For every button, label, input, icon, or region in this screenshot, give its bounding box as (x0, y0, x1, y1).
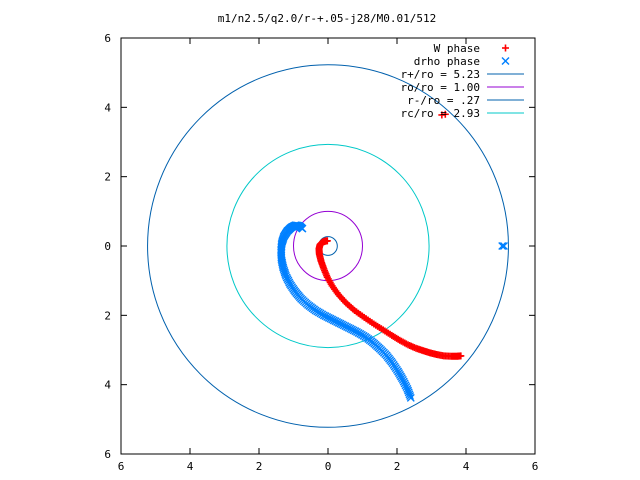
x-tick-label: 4 (187, 460, 194, 473)
x-tick-label: 6 (532, 460, 539, 473)
x-tick-label: 4 (463, 460, 470, 473)
legend-label: rc/ro = 2.93 (401, 107, 480, 120)
data-point (362, 315, 378, 328)
legend-label: ro/ro = 1.00 (401, 81, 480, 94)
data-point (381, 327, 396, 339)
y-tick-label: 4 (104, 101, 111, 114)
x-tick-label: 0 (325, 460, 332, 473)
legend-label: r-/ro = .27 (407, 94, 480, 107)
data-point (498, 242, 507, 250)
data-point (354, 328, 370, 341)
circle-r+ro (147, 64, 509, 428)
circle-rcro (226, 143, 430, 349)
data-point (323, 237, 331, 245)
y-tick-label: 6 (104, 32, 111, 45)
x-tick-label: 2 (394, 460, 401, 473)
data-point (441, 352, 456, 360)
legend-entry: drho phase (414, 55, 510, 68)
data-point (277, 233, 288, 248)
data-point (298, 224, 307, 233)
chart-title: m1/n2.5/q2.0/r-+.05-j28/M0.01/512 (218, 12, 437, 25)
data-point (329, 316, 345, 328)
series-drho-phase (277, 221, 508, 402)
x-tick-label: 6 (118, 460, 125, 473)
data-point (279, 265, 290, 280)
legend-entry: rc/ro = 2.93 (401, 107, 524, 120)
series-w-phase (315, 110, 465, 360)
legend-entry: r-/ro = .27 (407, 94, 524, 107)
data-point (277, 248, 286, 264)
x-tick-label: 2 (256, 460, 263, 473)
legend-entry: W phase (434, 42, 509, 55)
legend-label: drho phase (414, 55, 480, 68)
y-tick-label: 2 (104, 309, 111, 322)
phase-points (277, 110, 508, 402)
legend-entry: r+/ro = 5.23 (401, 68, 524, 81)
y-tick-label: 2 (104, 171, 111, 184)
data-point (499, 242, 508, 250)
data-point (372, 321, 387, 334)
legend-entry: ro/ro = 1.00 (401, 81, 524, 94)
data-point (438, 111, 446, 119)
y-tick-label: 4 (104, 379, 111, 392)
legend-label: W phase (434, 42, 480, 55)
y-tick-label: 0 (104, 240, 111, 253)
y-tick-label: 6 (104, 448, 111, 461)
legend-label: r+/ro = 5.23 (401, 68, 480, 81)
